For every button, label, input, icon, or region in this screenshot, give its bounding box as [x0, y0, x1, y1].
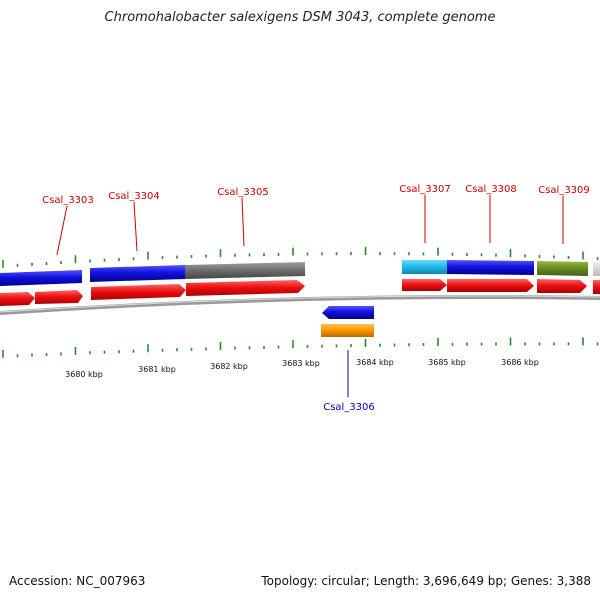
cds-arrow[interactable] — [0, 292, 35, 306]
gene-label-csal-3304[interactable]: Csal_3304 — [108, 191, 160, 202]
leader-line — [133, 201, 138, 252]
gene-label-csal-3307[interactable]: Csal_3307 — [399, 184, 451, 195]
cds-arrow[interactable] — [593, 280, 600, 294]
accession-text: Accession: NC_007963 — [9, 574, 146, 588]
feature-block[interactable] — [0, 270, 82, 286]
axis-tick-label: 3681 kbp — [138, 365, 176, 374]
axis-tick-label: 3684 kbp — [356, 358, 394, 367]
gene-label-csal-3306[interactable]: Csal_3306 — [323, 402, 375, 413]
feature-block[interactable] — [537, 261, 588, 276]
feature-track-top — [0, 260, 600, 286]
feature-block[interactable] — [593, 262, 600, 276]
gene-label-csal-3305[interactable]: Csal_3305 — [217, 187, 269, 198]
gene-label-csal-3308[interactable]: Csal_3308 — [465, 184, 517, 195]
cds-arrow[interactable] — [35, 290, 83, 304]
axis-tick-label: 3685 kbp — [428, 358, 466, 367]
cds-arrow[interactable] — [186, 280, 305, 296]
leader-line — [241, 197, 245, 247]
feature-block[interactable] — [447, 260, 534, 275]
gene-label-csal-3303[interactable]: Csal_3303 — [42, 195, 94, 206]
cds-track — [0, 279, 600, 306]
cds-arrow-reverse[interactable] — [322, 306, 374, 319]
top-tick-marks — [2, 247, 599, 268]
cds-arrow[interactable] — [402, 279, 447, 291]
leader-line — [56, 205, 68, 256]
genome-summary-text: Topology: circular; Length: 3,696,649 bp… — [261, 574, 591, 588]
axis-tick-label: 3682 kbp — [210, 362, 248, 371]
reverse-track — [321, 306, 374, 337]
map-title: Chromohalobacter salexigens DSM 3043, co… — [104, 10, 496, 25]
feature-block[interactable] — [321, 324, 374, 337]
cds-arrow[interactable] — [537, 279, 587, 293]
axis-tick-label: 3683 kbp — [282, 359, 320, 368]
bottom-tick-marks — [2, 337, 599, 358]
gene-label-csal-3309[interactable]: Csal_3309 — [538, 185, 590, 196]
axis-tick-label: 3680 kbp — [65, 370, 103, 379]
cds-arrow[interactable] — [447, 279, 534, 292]
gene-label-leaders — [56, 195, 564, 397]
axis-tick-label: 3686 kbp — [501, 358, 539, 367]
feature-block[interactable] — [185, 262, 305, 279]
feature-block[interactable] — [90, 265, 185, 282]
genome-backbone — [0, 295, 600, 315]
feature-block[interactable] — [402, 260, 447, 274]
genome-backbone-highlight — [0, 295, 600, 313]
cds-arrow[interactable] — [91, 284, 186, 300]
